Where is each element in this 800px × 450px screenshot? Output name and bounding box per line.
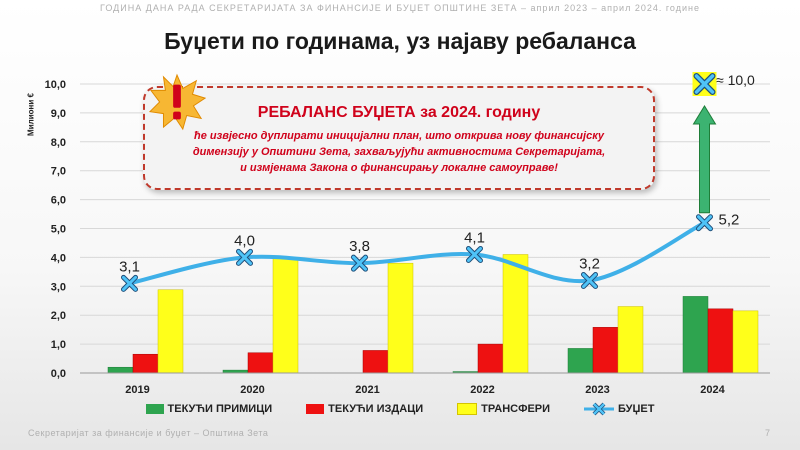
bar-receipts [107, 366, 134, 374]
legend-swatch [306, 404, 325, 414]
legend-swatch [457, 403, 478, 415]
budget-point [121, 274, 138, 292]
budget-point [581, 272, 598, 290]
budget-point [351, 254, 368, 272]
budget-data-label: 3,8 [349, 238, 370, 255]
callout-line: димензију у Општини Зета, захваљујући ак… [192, 146, 606, 158]
rebalance-point [692, 72, 717, 96]
marker-fill [697, 215, 712, 231]
x-tick-label: 2020 [240, 384, 264, 396]
page-title: Буџети по годинама, уз најаву ребаланса [164, 28, 636, 54]
y-tick-label: 2,0 [51, 310, 66, 322]
marker-fill [694, 74, 715, 94]
rebalance-value-label: ≈ 10,0 [716, 72, 755, 88]
footer-text: Секретаријат за финансије и буџет – Општ… [28, 428, 269, 438]
budget-point [236, 248, 253, 266]
bar-transfers [617, 306, 644, 374]
budget-data-label: 3,2 [579, 256, 600, 273]
rebalance-arrow [692, 105, 717, 214]
budget-line [127, 220, 707, 286]
y-tick-label: 9,0 [51, 108, 66, 120]
warning-burst-icon [148, 73, 206, 131]
marker-fill [122, 275, 137, 291]
legend-item: ТЕКУЋИ ИЗДАЦИ [306, 402, 423, 416]
y-tick-label: 0,0 [51, 368, 66, 380]
y-tick-label: 8,0 [51, 137, 66, 149]
marker-fill [352, 255, 367, 271]
chart-legend: ТЕКУЋИ ПРИМИЦИ ТЕКУЋИ ИЗДАЦИ ТРАНСФЕРИ Б… [0, 402, 800, 416]
marker-fill [582, 273, 597, 289]
y-tick-label: 1,0 [51, 339, 66, 351]
budget-data-label: 3,1 [119, 258, 140, 275]
y-tick-label: 4,0 [51, 252, 66, 264]
bar-receipts [682, 296, 709, 374]
y-tick-label: 3,0 [51, 281, 66, 293]
legend-swatch [145, 404, 164, 414]
bar-expenditures [477, 343, 504, 374]
marker-fill [467, 247, 482, 263]
x-tick-label: 2024 [700, 384, 725, 396]
legend-item: БУЏЕТ [584, 402, 654, 416]
x-tick-label: 2021 [355, 384, 379, 396]
legend-label: ТЕКУЋИ ПРИМИЦИ [167, 403, 273, 415]
callout-heading: РЕБАЛАНС БУЏЕТА за 2024. годину [257, 104, 541, 121]
budget-data-label: 5,2 [719, 212, 740, 229]
legend-line-marker [584, 402, 615, 416]
x-tick-label: 2023 [585, 384, 609, 396]
callout-line: ће извјесно дуплирати иницијални план, ш… [193, 130, 605, 142]
y-tick-label: 6,0 [51, 195, 66, 207]
y-tick-label: 5,0 [51, 224, 66, 236]
rebalance-callout: РЕБАЛАНС БУЏЕТА за 2024. годину ће извје… [143, 86, 655, 190]
legend-item: ТРАНСФЕРИ [457, 402, 550, 416]
header-topline: ГОДИНА ДАНА РАДА СЕКРЕТАРИЈАТА ЗА ФИНАНС… [99, 3, 700, 13]
bar-transfers [272, 257, 299, 374]
budget-data-label: 4,0 [234, 232, 255, 249]
x-tick-label: 2019 [125, 384, 149, 396]
bar-expenditures [707, 308, 734, 374]
x-tick-label: 2022 [470, 384, 494, 396]
callout-line: и измјенама Закона о финансирању локалне… [240, 162, 558, 174]
bar-expenditures [132, 353, 159, 374]
callout-body: ће извјесно дуплирати иницијални план, ш… [153, 128, 645, 176]
bar-transfers [157, 289, 184, 374]
bar-receipts [567, 348, 594, 374]
bar-transfers [732, 310, 759, 374]
page-number: 7 [764, 428, 770, 438]
legend-label: ТРАНСФЕРИ [481, 403, 551, 415]
y-tick-label: 10,0 [45, 79, 66, 91]
legend-label: БУЏЕТ [618, 403, 655, 415]
marker-fill [237, 249, 252, 265]
bar-transfers [502, 254, 529, 374]
legend-label: ТЕКУЋИ ИЗДАЦИ [328, 403, 424, 415]
bar-expenditures [247, 352, 274, 374]
y-tick-label: 7,0 [51, 166, 66, 178]
legend-item: ТЕКУЋИ ПРИМИЦИ [145, 402, 273, 416]
bar-expenditures [362, 350, 389, 374]
bar-expenditures [592, 327, 619, 374]
bar-transfers [387, 262, 414, 374]
budget-point [696, 214, 713, 232]
budget-data-label: 4,1 [464, 230, 485, 247]
budget-point [466, 246, 483, 264]
